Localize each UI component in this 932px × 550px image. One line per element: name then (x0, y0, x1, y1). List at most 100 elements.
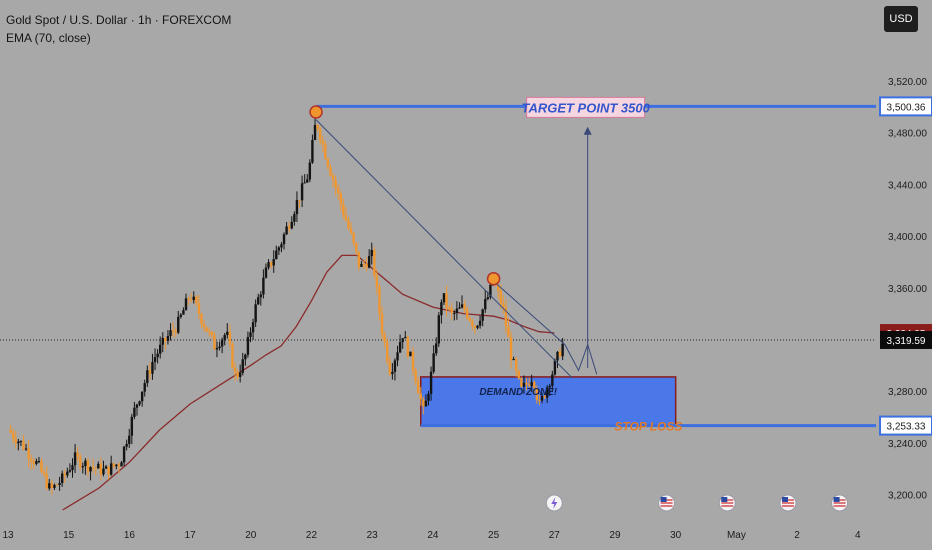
candle-body (481, 309, 484, 321)
candle-body (153, 357, 157, 363)
candle-body (450, 308, 453, 314)
indicator-label: EMA (70, close) (6, 31, 91, 45)
candle-body (272, 259, 275, 266)
x-tick-label: 30 (670, 530, 682, 541)
candle-body (440, 302, 443, 316)
candle-body (257, 297, 260, 305)
candle-body (73, 452, 77, 466)
candle-body (30, 458, 33, 462)
candle-body (156, 353, 159, 358)
price-label: 3,319.59 (887, 336, 926, 347)
candle-body (27, 448, 30, 459)
candle-body (94, 467, 97, 469)
candle-body (422, 399, 425, 407)
candle-body (504, 307, 508, 327)
candle-body (502, 303, 505, 308)
candle-body (460, 304, 464, 308)
candle-body (293, 214, 296, 222)
candle-body (313, 125, 317, 141)
candle-body (558, 351, 562, 357)
candle-body (202, 323, 206, 328)
candle-body (561, 343, 564, 357)
candle-body (151, 362, 154, 374)
candle-body (228, 331, 232, 344)
flag-canton (721, 497, 728, 502)
candle-body (337, 187, 340, 194)
candle-body (125, 443, 128, 447)
candle-body (81, 466, 85, 468)
candle-body (535, 388, 539, 400)
annotations-layer: TARGET POINT 3500 DEMAND ZONE! STOP LOSS (309, 96, 849, 512)
price-label-box (879, 415, 932, 436)
ema-layer (62, 254, 555, 511)
candle-body (109, 463, 113, 475)
flag-canton (660, 497, 667, 502)
candle-body (551, 374, 554, 386)
candle-body (380, 313, 384, 335)
trendline-secondary (493, 280, 566, 345)
candle-body (171, 330, 175, 332)
candle-body (334, 180, 337, 188)
candle-body (411, 351, 415, 370)
candle-body (349, 228, 353, 233)
candle-body (277, 247, 281, 251)
candle-body (373, 249, 376, 276)
stop-loss-label: STOP LOSS (614, 420, 682, 434)
candle-body (386, 341, 389, 362)
candle-body (102, 468, 105, 475)
candle-body (195, 296, 198, 304)
candle-body (538, 399, 541, 401)
candle-body (298, 200, 301, 202)
pivot-marker (486, 271, 501, 286)
candle-body (530, 382, 533, 386)
candle-body (45, 474, 48, 489)
candle-body (91, 467, 95, 469)
lightning-glyph (551, 497, 558, 509)
candle-body (24, 448, 28, 450)
x-tick-label: 29 (609, 530, 621, 541)
candle-body (179, 314, 183, 317)
candle-body (236, 372, 239, 377)
y-tick-label: 3,360.00 (888, 284, 927, 295)
price-label: 3,253.33 (887, 422, 926, 433)
candle-body (367, 256, 371, 268)
candle-body (140, 391, 144, 402)
candle-body (104, 466, 108, 469)
candle-body (455, 308, 459, 314)
x-tick-label: 22 (306, 530, 318, 541)
candle-body (533, 382, 536, 389)
candle-body (189, 299, 193, 301)
candle-body (388, 361, 391, 375)
candle-body (344, 214, 348, 221)
candle-body (391, 371, 394, 375)
candle-body (522, 382, 526, 387)
candles-layer (9, 118, 564, 495)
candle-body (215, 347, 219, 350)
y-tick-label: 3,280.00 (888, 387, 927, 398)
candle-body (303, 182, 306, 184)
x-tick-label: 27 (549, 530, 561, 541)
candle-body (471, 320, 474, 326)
candle-body (89, 467, 92, 472)
candle-body (355, 242, 358, 252)
candle-body (238, 372, 242, 377)
candle-body (68, 469, 72, 472)
target-label: TARGET POINT 3500 (521, 100, 650, 115)
candle-body (231, 343, 234, 368)
demand-zone (420, 376, 677, 427)
candle-body (246, 337, 250, 355)
candle-body (63, 473, 66, 476)
candle-body (414, 369, 417, 381)
candle-body (473, 325, 477, 328)
candle-body (218, 346, 221, 348)
candle-body (128, 435, 131, 444)
candle-body (378, 286, 381, 314)
candle-body (308, 162, 312, 180)
candle-body (233, 367, 237, 373)
candle-body (419, 393, 422, 400)
currency-button[interactable]: USD (884, 6, 918, 32)
candle-body (112, 463, 115, 467)
candle-body (458, 307, 461, 309)
